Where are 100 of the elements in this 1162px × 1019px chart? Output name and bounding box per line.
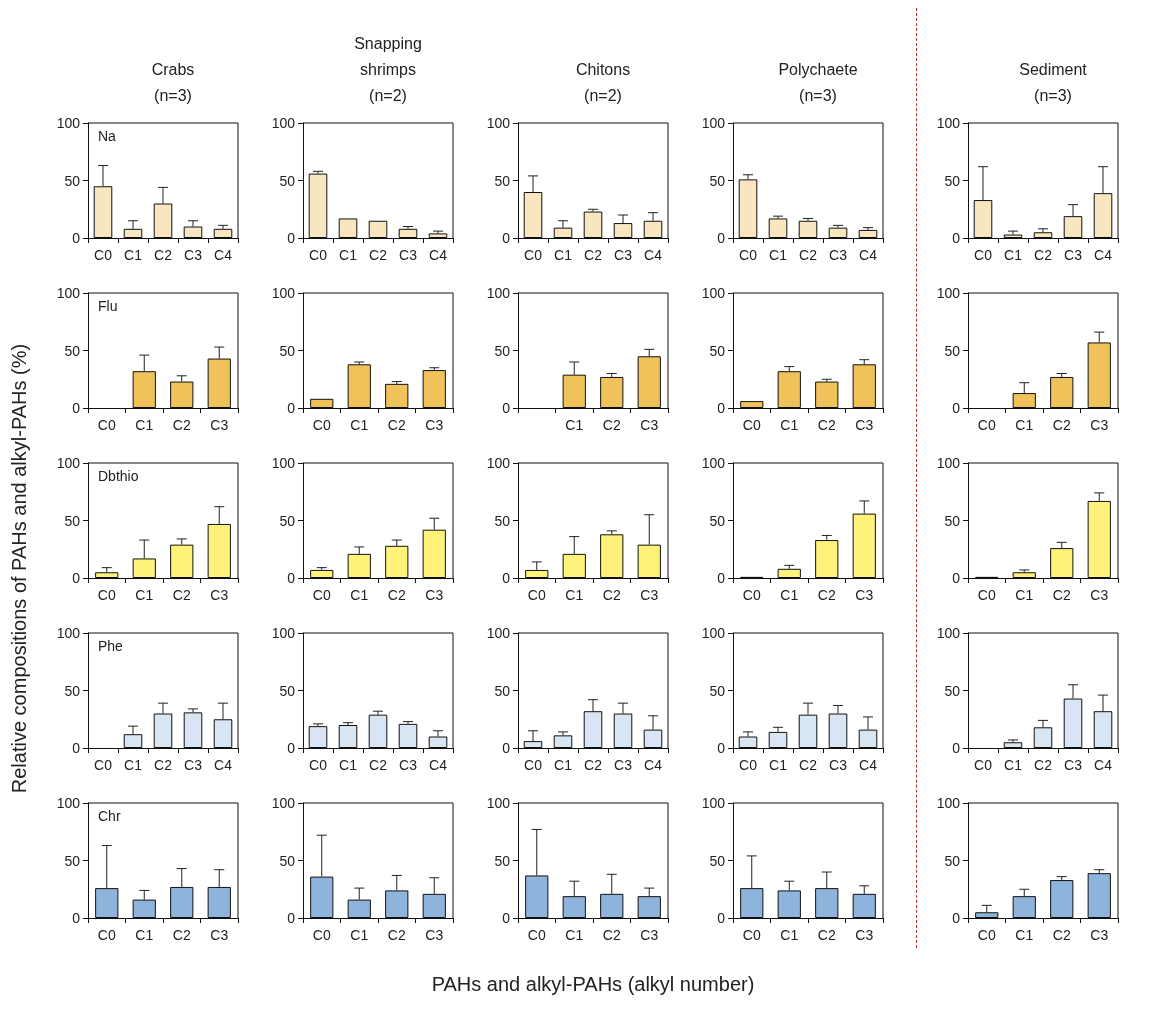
x-tick-label: C3 xyxy=(425,417,444,433)
y-tick-label: 100 xyxy=(486,455,511,471)
y-tick-label: 100 xyxy=(56,795,81,811)
y-tick-label: 50 xyxy=(709,342,726,359)
y-tick-label: 100 xyxy=(271,285,296,301)
y-tick-label: 100 xyxy=(56,115,81,131)
y-tick-label: 100 xyxy=(486,285,511,301)
annotation: Phe xyxy=(98,638,124,654)
y-tick-label: 0 xyxy=(72,230,81,246)
y-tick-label: 0 xyxy=(72,740,81,756)
y-tick-label: 50 xyxy=(494,682,511,699)
y-tick-label: 100 xyxy=(701,455,726,471)
y-tick-label: 100 xyxy=(56,285,81,301)
x-tick-label: C2 xyxy=(387,587,406,603)
x-tick-label: C3 xyxy=(640,417,659,433)
x-tick-label: C4 xyxy=(1094,247,1113,263)
x-tick-label: C2 xyxy=(369,247,388,263)
x-tick-label: C3 xyxy=(425,927,444,943)
x-tick-label: C2 xyxy=(602,927,621,943)
x-tick-label: C1 xyxy=(554,757,573,773)
y-tick-label: 50 xyxy=(494,342,511,359)
x-tick-label: C2 xyxy=(602,417,621,433)
x-tick-label: C2 xyxy=(584,247,603,263)
x-tick-label: C1 xyxy=(350,587,369,603)
y-tick-label: 100 xyxy=(486,625,511,641)
x-tick-label: C0 xyxy=(742,417,761,433)
y-tick-label: 100 xyxy=(936,115,961,131)
y-tick-label: 0 xyxy=(502,570,511,586)
x-tick-label: C1 xyxy=(135,587,154,603)
x-tick-label: C0 xyxy=(97,417,116,433)
x-tick-label: C2 xyxy=(387,417,406,433)
x-tick-label: C1 xyxy=(339,247,358,263)
x-tick-label: C1 xyxy=(1015,417,1034,433)
x-tick-label: C0 xyxy=(977,417,996,433)
y-tick-label: 50 xyxy=(709,512,726,529)
x-tick-label: C1 xyxy=(780,417,799,433)
x-tick-label: C0 xyxy=(309,757,328,773)
y-tick-label: 50 xyxy=(279,512,296,529)
x-tick-label: C3 xyxy=(829,757,848,773)
x-tick-label: C3 xyxy=(210,927,229,943)
y-tick-label: 50 xyxy=(944,172,961,189)
x-tick-label: C2 xyxy=(154,247,173,263)
chart-title: Sediment (n=3) xyxy=(1019,60,1088,104)
x-tick-label: C1 xyxy=(1004,757,1023,773)
x-tick-label: C2 xyxy=(584,757,603,773)
y-tick-label: 100 xyxy=(936,795,961,811)
x-tick-label: C3 xyxy=(1064,247,1083,263)
y-tick-label: 50 xyxy=(279,682,296,699)
x-tick-label: C4 xyxy=(429,757,448,773)
x-tick-label: C0 xyxy=(742,587,761,603)
y-tick-label: 0 xyxy=(72,910,81,926)
x-tick-label: C1 xyxy=(124,757,143,773)
y-tick-label: 100 xyxy=(271,625,296,641)
x-tick-label: C2 xyxy=(172,417,191,433)
y-tick-label: 0 xyxy=(952,230,961,246)
x-tick-label: C0 xyxy=(312,927,331,943)
x-tick-label: C0 xyxy=(312,587,331,603)
y-tick-label: 0 xyxy=(952,910,961,926)
x-axis-title: PAHs and alkyl-PAHs (alkyl number) xyxy=(430,973,756,996)
chart-title: Chitons (n=2) xyxy=(575,60,631,104)
x-tick-label: C0 xyxy=(97,927,116,943)
y-tick-label: 100 xyxy=(701,795,726,811)
y-tick-label: 0 xyxy=(287,740,296,756)
x-tick-label: C2 xyxy=(602,587,621,603)
x-tick-label: C3 xyxy=(1064,757,1083,773)
x-tick-label: C1 xyxy=(135,927,154,943)
y-tick-label: 50 xyxy=(944,682,961,699)
x-tick-label: C0 xyxy=(977,587,996,603)
x-tick-label: C2 xyxy=(154,757,173,773)
y-tick-label: 100 xyxy=(936,455,961,471)
x-tick-label: C3 xyxy=(614,247,633,263)
x-tick-label: C3 xyxy=(1090,417,1109,433)
x-tick-label: C2 xyxy=(1034,757,1053,773)
x-tick-label: C0 xyxy=(974,247,993,263)
x-tick-label: C0 xyxy=(974,757,993,773)
x-tick-label: C1 xyxy=(780,587,799,603)
x-tick-label: C3 xyxy=(184,757,203,773)
x-tick-label: C3 xyxy=(399,757,418,773)
x-tick-label: C1 xyxy=(565,587,584,603)
x-tick-label: C4 xyxy=(644,757,663,773)
x-tick-label: C2 xyxy=(799,247,818,263)
x-tick-label: C3 xyxy=(1090,927,1109,943)
x-tick-label: C1 xyxy=(350,927,369,943)
y-tick-label: 0 xyxy=(717,230,726,246)
y-tick-label: 50 xyxy=(279,172,296,189)
y-tick-label: 0 xyxy=(72,570,81,586)
x-tick-label: C2 xyxy=(172,927,191,943)
x-tick-label: C3 xyxy=(1090,587,1109,603)
x-tick-label: C2 xyxy=(817,927,836,943)
y-tick-label: 50 xyxy=(709,682,726,699)
x-tick-label: C0 xyxy=(97,587,116,603)
y-tick-label: 100 xyxy=(936,625,961,641)
x-tick-label: C1 xyxy=(769,247,788,263)
y-tick-label: 50 xyxy=(494,512,511,529)
x-tick-label: C0 xyxy=(977,927,996,943)
y-tick-label: 0 xyxy=(717,910,726,926)
y-axis-title: Relative compositions of PAHs and alkyl-PAHs (%) xyxy=(8,343,32,793)
x-tick-label: C1 xyxy=(124,247,143,263)
y-tick-label: 0 xyxy=(502,740,511,756)
y-tick-label: 0 xyxy=(287,400,296,416)
